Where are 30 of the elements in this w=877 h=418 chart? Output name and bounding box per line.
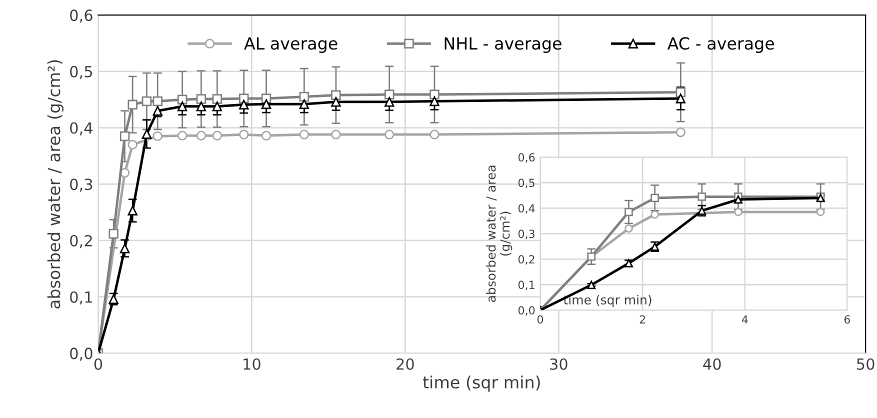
y-tick-label: 0,1 <box>518 280 534 290</box>
x-tick-label: 20 <box>396 358 414 370</box>
legend-label: AC - average <box>667 37 774 53</box>
legend-label: NHL - average <box>444 37 562 53</box>
x-tick-label: 2 <box>640 315 645 324</box>
x-tick-label: 4 <box>742 315 748 324</box>
x-tick-label: 0 <box>94 358 102 370</box>
y-tick-label: 0,3 <box>518 230 534 240</box>
y-tick-label: 0,3 <box>70 178 92 192</box>
y-tick-label: 0,0 <box>70 348 92 361</box>
y-tick-label: 0,4 <box>518 204 535 214</box>
y-tick-label: 0,2 <box>70 234 92 248</box>
x-tick-label: 0 <box>537 315 544 324</box>
y-tick-label: 0,0 <box>518 306 535 316</box>
y-tick-label: 0,2 <box>518 255 534 265</box>
x-tick-label: 50 <box>857 358 874 370</box>
x-tick-label: 40 <box>703 358 721 370</box>
y-axis-title: absorbed water / area (g/cm²) <box>47 60 64 308</box>
y-tick-label: 0,1 <box>70 291 92 304</box>
y-axis-title: absorbed water / area (g/cm²) <box>486 166 512 302</box>
y-tick-label: 0,6 <box>70 10 92 23</box>
x-tick-label: 6 <box>844 315 850 324</box>
y-tick-label: 0,5 <box>70 66 92 79</box>
y-tick-label: 0,4 <box>70 122 93 136</box>
x-tick-label: 10 <box>244 358 260 370</box>
y-tick-label: 0,5 <box>518 178 534 188</box>
y-tick-label: 0,6 <box>518 153 535 163</box>
x-axis-title: time (sqr min) <box>422 376 540 392</box>
legend-label: AL average <box>244 37 338 53</box>
x-tick-label: 30 <box>550 358 568 370</box>
